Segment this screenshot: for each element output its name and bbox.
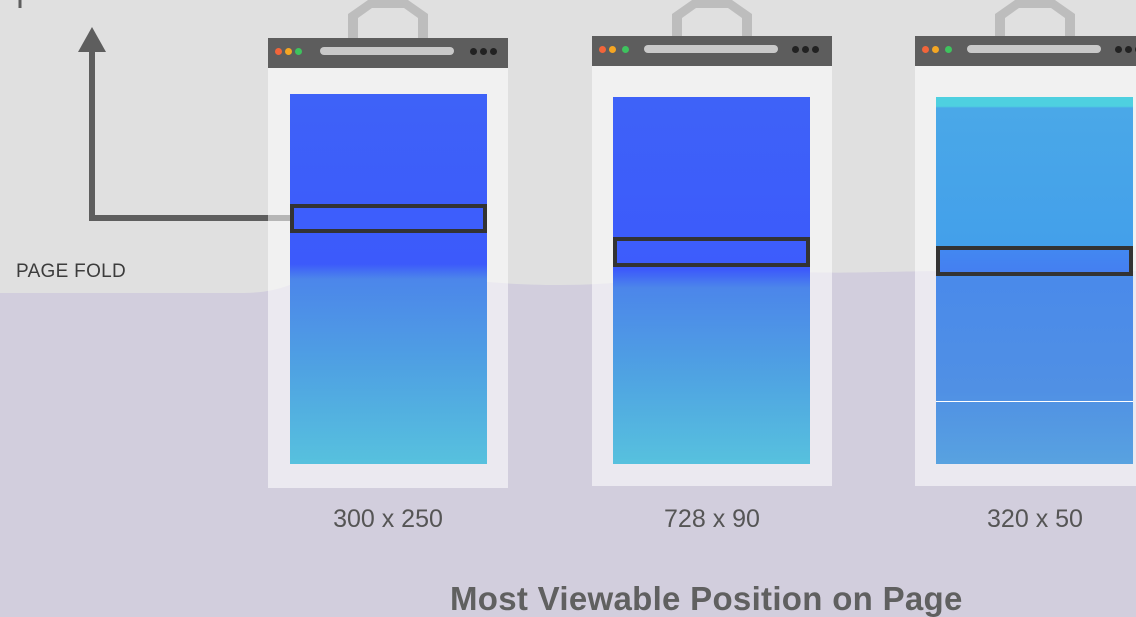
page-content <box>936 97 1133 464</box>
menu-dot-icon <box>792 46 799 53</box>
page-fold-label: PAGE FOLD <box>16 261 127 282</box>
menu-dot-icon <box>480 48 487 55</box>
arrow-icon <box>18 0 292 221</box>
close-dot-icon <box>275 48 282 55</box>
ad-size-label: 300 x 250 <box>333 505 443 533</box>
maximize-dot-icon <box>295 48 302 55</box>
hanger-icon <box>672 0 752 40</box>
url-bar <box>967 45 1101 53</box>
ad-position-highlight <box>613 237 810 267</box>
close-dot-icon <box>922 46 929 53</box>
maximize-dot-icon <box>622 46 629 53</box>
minimize-dot-icon <box>932 46 939 53</box>
hanger-icon <box>995 0 1075 40</box>
browser-bar <box>592 36 832 66</box>
menu-dot-icon <box>470 48 477 55</box>
page-frame <box>592 66 832 486</box>
diagram-caption: Most Viewable Position on Page <box>450 580 963 617</box>
ad-size-label: 728 x 90 <box>664 505 760 533</box>
browser-bar <box>915 36 1136 66</box>
menu-dot-icon <box>812 46 819 53</box>
close-dot-icon <box>599 46 606 53</box>
menu-dot-icon <box>1115 46 1122 53</box>
ad-position-highlight <box>936 246 1133 276</box>
divider-line <box>936 401 1133 402</box>
hanger-icon <box>348 0 428 40</box>
menu-dot-icon <box>1125 46 1132 53</box>
ad-position-highlight <box>290 204 487 233</box>
url-bar <box>320 47 454 55</box>
maximize-dot-icon <box>945 46 952 53</box>
page-frame <box>915 66 1136 486</box>
menu-dot-icon <box>802 46 809 53</box>
ad-size-label: 320 x 50 <box>987 505 1083 533</box>
minimize-dot-icon <box>609 46 616 53</box>
page-content <box>290 94 487 464</box>
minimize-dot-icon <box>285 48 292 55</box>
page-frame <box>268 68 508 488</box>
page-content <box>613 97 810 464</box>
url-bar <box>644 45 778 53</box>
browser-bar <box>268 38 508 68</box>
menu-dot-icon <box>490 48 497 55</box>
